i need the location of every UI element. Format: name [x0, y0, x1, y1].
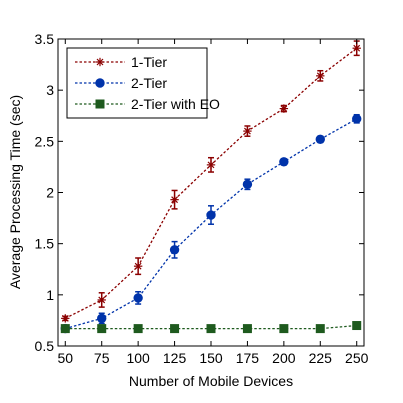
data-point [133, 324, 143, 334]
x-tick-label: 175 [236, 350, 260, 366]
y-tick-label: 1.5 [35, 236, 55, 252]
data-point [352, 114, 362, 124]
data-point [206, 210, 216, 220]
data-point [279, 104, 289, 113]
x-tick-label: 125 [163, 350, 187, 366]
data-point [352, 44, 361, 53]
series-2 [60, 321, 362, 334]
legend-label: 2-Tier [131, 75, 167, 91]
x-tick-label: 200 [272, 350, 296, 366]
y-tick-label: 0.5 [35, 338, 55, 354]
legend-label: 1-Tier [131, 54, 167, 70]
x-tick-label: 225 [309, 350, 333, 366]
x-tick-label: 250 [345, 350, 369, 366]
data-point [315, 134, 325, 144]
data-point [97, 324, 107, 334]
data-point [170, 324, 180, 334]
data-point [315, 324, 325, 334]
data-point [242, 324, 252, 334]
data-point [133, 261, 143, 271]
data-point [97, 295, 106, 305]
x-axis-label: Number of Mobile Devices [129, 373, 293, 389]
x-tick-label: 75 [94, 350, 110, 366]
data-point [243, 126, 252, 136]
x-tick-label: 150 [199, 350, 223, 366]
data-point [206, 160, 216, 170]
ticks-layer: 50 75 100 125 150 175 200 225 250 0.5 1 1.5 2 2.5 3 3.5 [35, 31, 369, 366]
data-point [97, 313, 107, 324]
x-tick-label: 100 [126, 350, 150, 366]
data-point [242, 179, 253, 190]
y-tick-label: 2 [46, 185, 54, 201]
legend-label: 2-Tier with EO [131, 96, 220, 112]
data-point [61, 314, 70, 323]
data-point [352, 321, 362, 331]
x-tick-label: 50 [57, 350, 73, 366]
series-layer [60, 40, 362, 334]
data-point [206, 324, 216, 334]
legend-marker [95, 99, 105, 109]
legend-marker [95, 57, 105, 67]
data-point [170, 195, 179, 204]
y-axis-label: Average Processing Time (sec) [7, 95, 23, 289]
data-point [169, 245, 180, 255]
data-point [316, 71, 325, 81]
data-point [60, 324, 70, 334]
y-tick-label: 3 [46, 82, 54, 98]
y-tick-label: 1 [46, 287, 54, 303]
data-point [279, 324, 289, 334]
legend: 1-Tier 2-Tier 2-Tier with EO [66, 47, 220, 119]
legend-marker [95, 78, 105, 88]
data-point [133, 293, 143, 303]
y-tick-label: 2.5 [35, 133, 55, 149]
y-tick-label: 3.5 [35, 31, 55, 47]
data-point [279, 157, 289, 167]
